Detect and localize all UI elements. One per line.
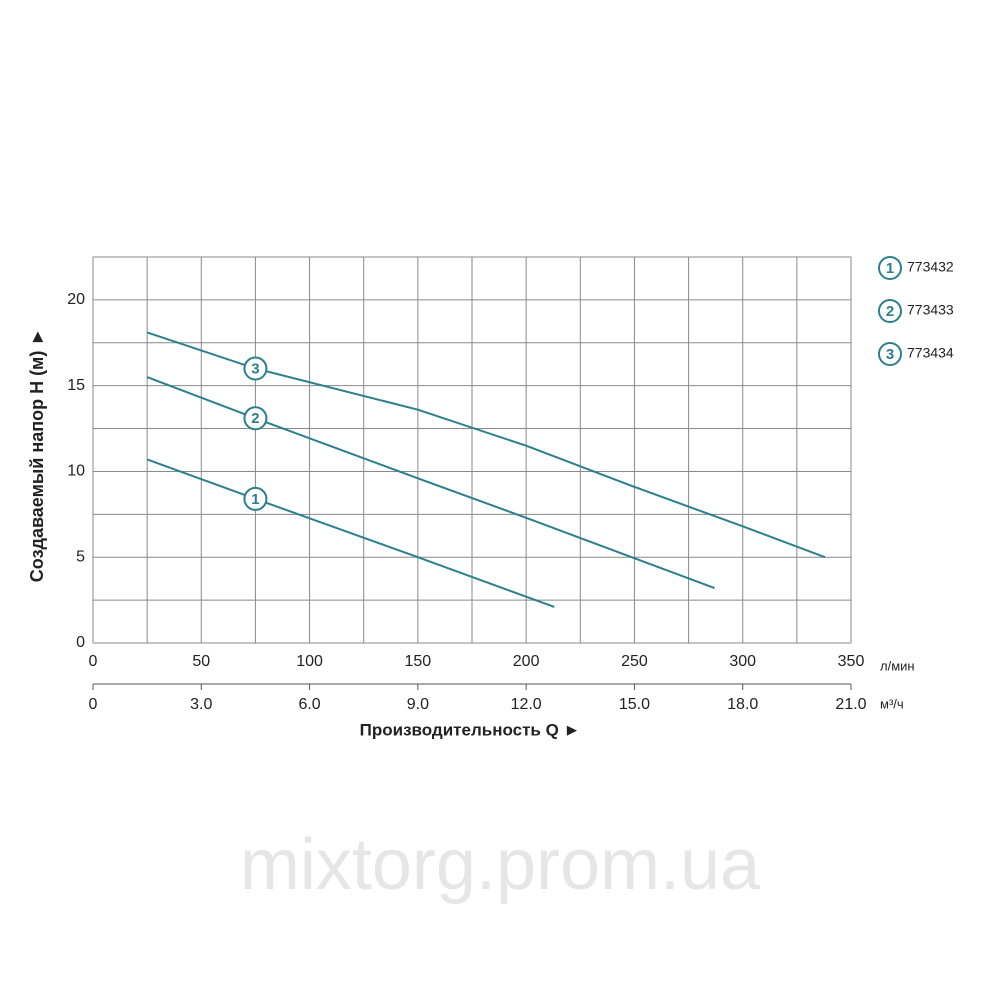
y-tick-label: 5	[76, 548, 85, 565]
legend-label: 773433	[907, 302, 954, 318]
x2-tick-label: 0	[89, 696, 98, 713]
x-tick-label: 100	[296, 653, 323, 670]
badge-circle	[878, 256, 902, 280]
x-axis-title: Производительность Q ►	[360, 720, 581, 739]
x-tick-label: 0	[89, 653, 98, 670]
y-axis-title: Создаваемый напор Н (м) ►	[27, 328, 47, 582]
x2-tick-label: 6.0	[298, 696, 320, 713]
badge-label: 2	[886, 303, 894, 320]
y-tick-label: 0	[76, 634, 85, 651]
badge-label: 3	[251, 360, 259, 377]
badge-circle	[243, 356, 268, 381]
legend-label: 773434	[907, 345, 954, 361]
badge-circle	[878, 342, 902, 366]
badge-label: 1	[886, 260, 894, 277]
curve-badge: 3	[243, 356, 268, 381]
x2-tick-label: 18.0	[727, 696, 758, 713]
x2-unit: м³/ч	[880, 696, 904, 711]
badge-circle	[878, 299, 902, 323]
x2-tick-label: 12.0	[511, 696, 542, 713]
x-tick-label: 150	[405, 653, 432, 670]
badge-label: 2	[251, 410, 259, 427]
x-unit: л/мин	[880, 658, 915, 673]
x-tick-label: 200	[513, 653, 540, 670]
x2-tick-label: 9.0	[407, 696, 429, 713]
watermark: mixtorg.prom.ua	[240, 825, 761, 905]
legend-badge: 3	[878, 342, 902, 366]
x-tick-label: 250	[621, 653, 648, 670]
x-tick-label: 350	[838, 653, 865, 670]
y-tick-label: 20	[67, 291, 85, 308]
curve-badge: 2	[243, 406, 268, 431]
badge-circle	[243, 486, 268, 511]
x2-tick-label: 3.0	[190, 696, 212, 713]
curve	[146, 458, 555, 608]
x2-tick-label: 21.0	[835, 696, 866, 713]
curve-badge: 1	[243, 486, 268, 511]
x2-tick-label: 15.0	[619, 696, 650, 713]
badge-label: 3	[886, 346, 894, 363]
x-tick-label: 300	[729, 653, 756, 670]
x-tick-label: 50	[192, 653, 210, 670]
badge-label: 1	[251, 491, 259, 508]
curve	[146, 376, 715, 590]
legend-badge: 1	[878, 256, 902, 280]
y-tick-label: 15	[67, 377, 85, 394]
legend-badge: 2	[878, 299, 902, 323]
badge-circle	[243, 406, 268, 431]
legend-label: 773432	[907, 259, 954, 275]
y-tick-label: 10	[67, 463, 85, 480]
